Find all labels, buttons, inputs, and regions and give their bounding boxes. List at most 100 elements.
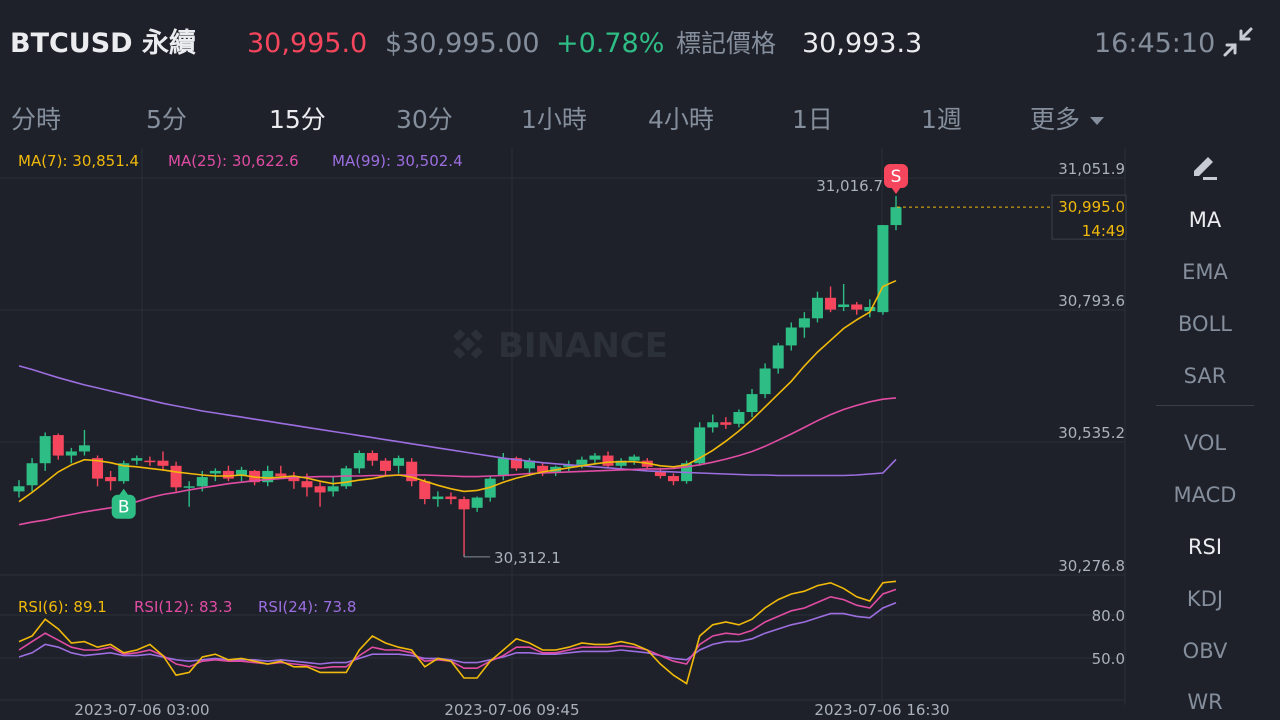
candle-body bbox=[340, 468, 352, 487]
rsi-legend: RSI(6): 89.1 RSI(12): 83.3 RSI(24): 73.8 bbox=[18, 598, 356, 616]
kline-chart[interactable]: BINANCE MA(7): 30,851.4 MA(25): 30,622.6… bbox=[0, 140, 1140, 720]
candle bbox=[222, 465, 234, 482]
candle bbox=[366, 450, 378, 466]
binance-logo-icon bbox=[453, 329, 483, 359]
tab-30m[interactable]: 30分 bbox=[396, 105, 453, 134]
candle-body bbox=[615, 460, 627, 466]
candle-body bbox=[510, 458, 522, 469]
tab-more[interactable]: 更多 bbox=[1030, 100, 1105, 136]
tab-4h[interactable]: 4小時 bbox=[648, 105, 714, 134]
candle bbox=[563, 460, 575, 471]
binance-watermark: BINANCE bbox=[453, 326, 668, 366]
current-price-tag-bg bbox=[1051, 194, 1127, 240]
candle bbox=[851, 301, 863, 315]
candle bbox=[746, 388, 758, 418]
candle-body bbox=[825, 297, 837, 310]
candle-body bbox=[602, 455, 614, 466]
candle bbox=[170, 461, 182, 492]
candle-body bbox=[497, 458, 509, 477]
indicator-obv[interactable]: OBV bbox=[1182, 639, 1228, 663]
mark-price-value: 30,993.3 bbox=[802, 28, 923, 59]
candle-body bbox=[694, 427, 706, 464]
collapse-arrows-icon[interactable] bbox=[1222, 26, 1254, 58]
candle bbox=[445, 492, 457, 505]
tab-15m[interactable]: 15分 bbox=[269, 105, 326, 134]
indicator-kdj[interactable]: KDJ bbox=[1186, 587, 1224, 611]
candle bbox=[406, 458, 418, 487]
tab-time-share[interactable]: 分時 bbox=[11, 105, 62, 134]
indicator-rsi[interactable]: RSI bbox=[1187, 535, 1223, 559]
candle bbox=[628, 454, 640, 465]
candle-body bbox=[890, 207, 902, 226]
candle bbox=[432, 491, 444, 507]
tab-1h[interactable]: 1小時 bbox=[521, 105, 587, 134]
current-price-tag: 30,995.0 14:49 bbox=[1051, 194, 1127, 240]
candle-body bbox=[236, 469, 248, 477]
candle-body bbox=[301, 481, 313, 488]
price-tick: 31,051.9 bbox=[1058, 160, 1125, 178]
buy-marker-pointer bbox=[118, 488, 129, 496]
more-label: 更多 bbox=[1030, 105, 1081, 134]
candle-body bbox=[733, 412, 745, 424]
candle bbox=[537, 463, 549, 477]
candle-body bbox=[105, 477, 117, 482]
indicator-macd[interactable]: MACD bbox=[1173, 483, 1237, 507]
current-price-tag-price: 30,995.0 bbox=[1058, 198, 1125, 216]
candle bbox=[288, 471, 300, 489]
buy-marker[interactable]: B bbox=[111, 488, 136, 519]
tab-1w[interactable]: 1週 bbox=[921, 105, 962, 134]
watermark-text: BINANCE bbox=[498, 326, 668, 366]
candle-body bbox=[13, 486, 25, 492]
indicator-ema[interactable]: EMA bbox=[1182, 260, 1228, 284]
chevron-down-icon bbox=[1090, 117, 1105, 125]
candle bbox=[183, 481, 195, 507]
indicator-ma[interactable]: MA bbox=[1188, 208, 1222, 232]
candle-body bbox=[589, 455, 601, 460]
candle bbox=[236, 466, 248, 482]
candle bbox=[131, 455, 143, 465]
candle bbox=[825, 286, 837, 313]
indicator-vol[interactable]: VOL bbox=[1183, 431, 1227, 455]
symbol-title[interactable]: BTCUSD 永續 bbox=[10, 28, 196, 59]
candle-body bbox=[811, 297, 823, 319]
candle-body bbox=[432, 496, 444, 500]
moving-average-lines bbox=[18, 279, 897, 526]
candle-body bbox=[523, 460, 535, 469]
index-price: $30,995.00 bbox=[385, 28, 540, 59]
rsi6-line bbox=[18, 580, 897, 685]
tab-1d[interactable]: 1日 bbox=[792, 105, 833, 134]
candle-body bbox=[785, 327, 797, 346]
rsi-axis: 80.0 50.0 bbox=[1092, 607, 1125, 668]
candle-body bbox=[851, 304, 863, 310]
candle bbox=[759, 363, 771, 399]
time-tick: 2023-07-06 03:00 bbox=[74, 701, 209, 719]
candle-body bbox=[798, 318, 810, 328]
pencil-icon[interactable] bbox=[1188, 150, 1222, 184]
indicator-sidebar: MA EMA BOLL SAR VOL MACD RSI KDJ OBV WR bbox=[1150, 140, 1260, 720]
high-price-label: 31,016.7 bbox=[816, 177, 883, 195]
sell-marker-pointer bbox=[891, 187, 901, 195]
ma25-line bbox=[18, 397, 897, 526]
candle-body bbox=[471, 497, 483, 508]
candle bbox=[707, 414, 719, 433]
tab-5m[interactable]: 5分 bbox=[146, 105, 187, 134]
candle bbox=[589, 452, 601, 465]
candle-body bbox=[327, 486, 339, 492]
indicator-wr[interactable]: WR bbox=[1187, 690, 1223, 714]
interval-tabs: 分時 5分 15分 30分 1小時 4小時 1日 1週 更多 bbox=[0, 96, 1140, 140]
sell-marker[interactable]: S bbox=[884, 164, 908, 195]
candle-body bbox=[537, 465, 549, 472]
candle-body bbox=[838, 304, 850, 308]
rsi-tick: 50.0 bbox=[1092, 650, 1125, 668]
indicator-sar[interactable]: SAR bbox=[1183, 364, 1227, 388]
indicator-boll[interactable]: BOLL bbox=[1178, 312, 1232, 336]
candle-body bbox=[92, 458, 104, 479]
candle-body bbox=[65, 451, 77, 456]
candle bbox=[209, 468, 221, 482]
candle bbox=[314, 482, 326, 507]
candle-body bbox=[628, 456, 640, 461]
candle bbox=[118, 460, 130, 484]
time-tick: 2023-07-06 09:45 bbox=[444, 701, 579, 719]
candle-body bbox=[746, 394, 758, 413]
rsi12-line bbox=[18, 588, 897, 670]
